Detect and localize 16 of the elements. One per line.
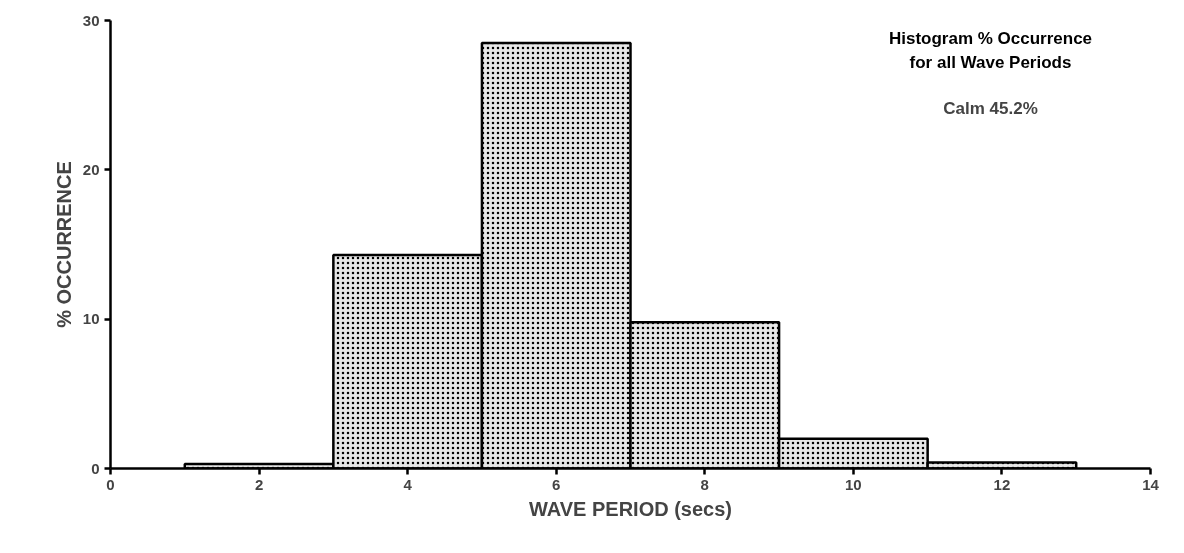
y-tick-label: 0: [91, 459, 100, 477]
x-tick-label: 14: [1142, 475, 1160, 493]
x-tick-label: 12: [993, 475, 1011, 493]
text: Histogram % Occurrence for all Wave Periods: [888, 28, 1093, 72]
x-tick-label: 0: [106, 475, 115, 493]
annotation: Calm 45.2%: [943, 98, 1038, 118]
x-axis-title: WAVE PERIOD (secs): [528, 497, 733, 520]
y-axis-title: % OCCURRENCE: [52, 161, 75, 328]
y-tick-label: 10: [82, 310, 100, 328]
y-tick-label: 20: [82, 160, 100, 178]
x-tick-label: 2: [254, 475, 264, 493]
y-tick-label: 30: [82, 11, 100, 29]
x-tick-label: 10: [845, 475, 862, 493]
x-tick-label: 8: [700, 475, 709, 493]
x-tick-label: 4: [403, 475, 413, 493]
x-tick-label: 6: [552, 475, 561, 493]
